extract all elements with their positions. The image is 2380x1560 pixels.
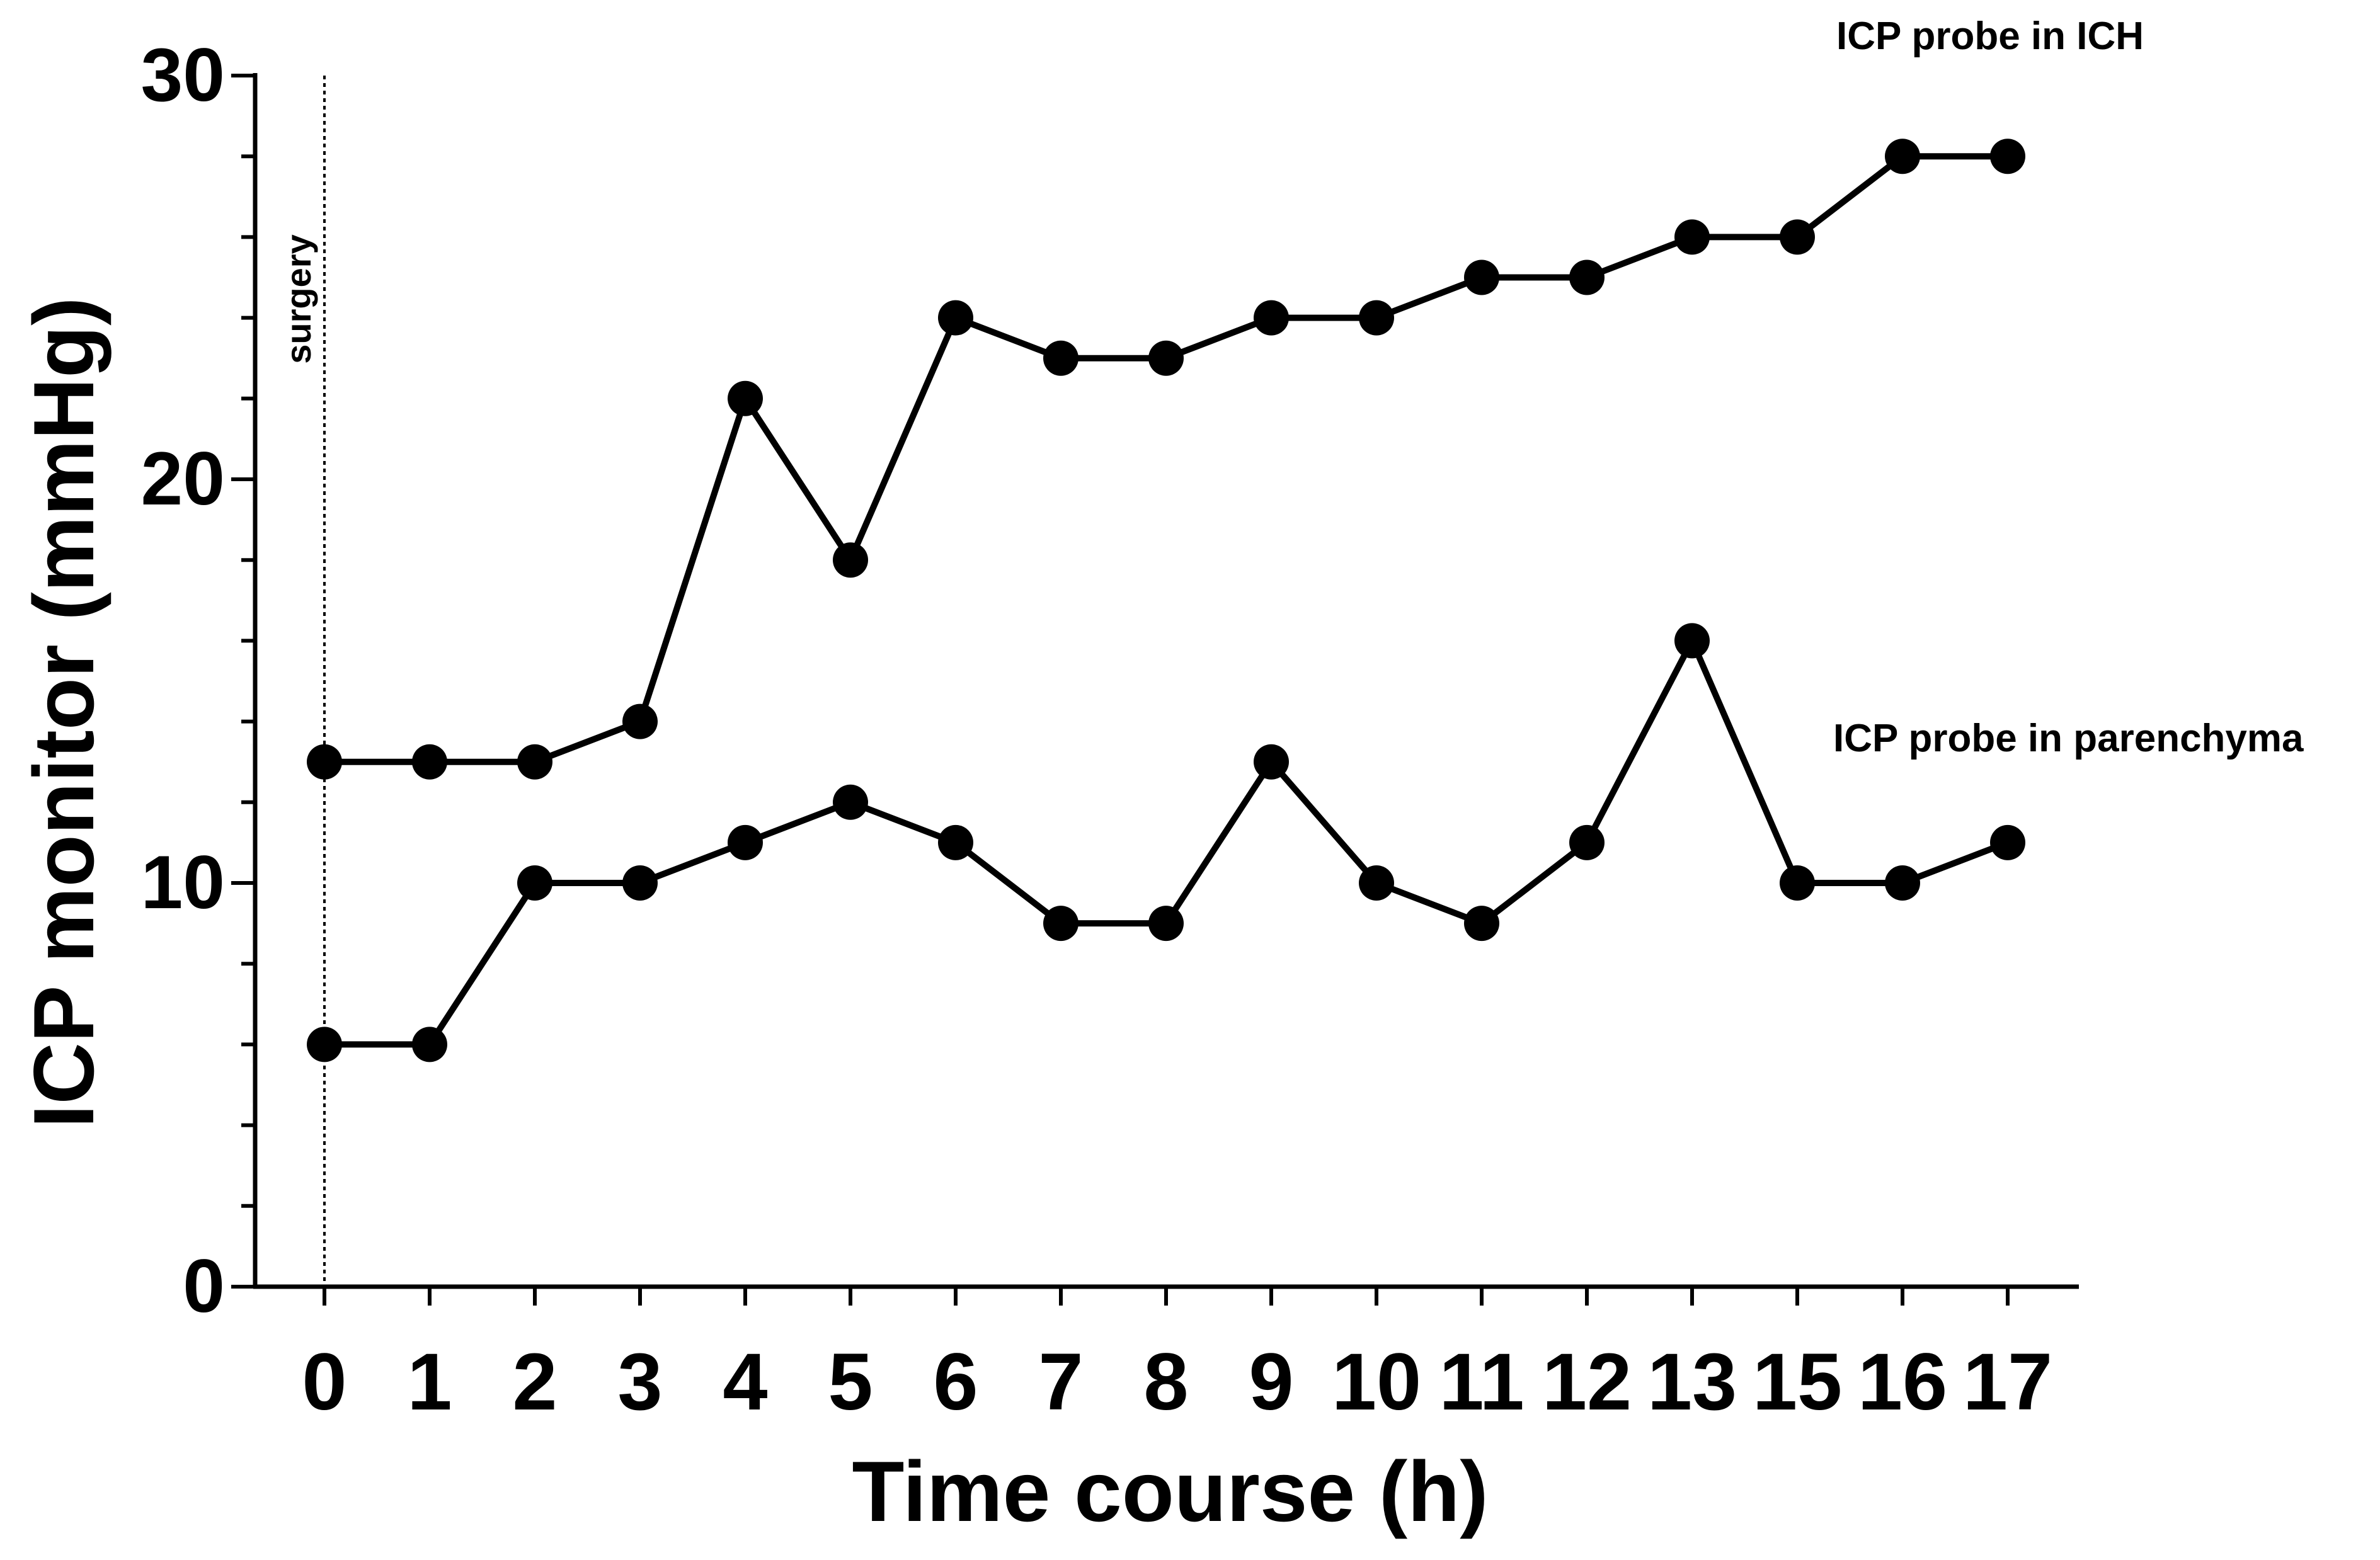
x-tick-label: 4 xyxy=(723,1337,767,1427)
data-point xyxy=(1780,219,1815,255)
data-point xyxy=(1885,139,1920,174)
data-point xyxy=(833,784,868,820)
data-point xyxy=(1359,865,1394,901)
y-tick-label: 0 xyxy=(183,1244,225,1328)
data-point xyxy=(517,865,552,901)
x-tick-label: 1 xyxy=(407,1337,452,1427)
y-tick-label: 30 xyxy=(141,33,225,117)
y-tick-label: 20 xyxy=(141,436,225,521)
x-tick-label: 17 xyxy=(1963,1337,2052,1427)
reference-line-group: surgery xyxy=(278,76,326,1287)
data-point xyxy=(1780,865,1815,901)
series-label-ich: ICP probe in ICH xyxy=(1836,14,2144,58)
data-point xyxy=(307,1027,342,1062)
data-point xyxy=(1990,139,2025,174)
data-point xyxy=(1359,300,1394,336)
y-axis-title: ICP monitor (mmHg) xyxy=(16,297,112,1129)
y-tick-label: 10 xyxy=(141,840,225,925)
data-point xyxy=(728,380,763,416)
surgery-label: surgery xyxy=(278,234,318,363)
data-point xyxy=(1043,340,1078,376)
data-point xyxy=(833,542,868,578)
data-point xyxy=(938,300,973,336)
x-tick-label: 7 xyxy=(1038,1337,1083,1427)
data-point xyxy=(1464,906,1499,942)
x-tick-label: 6 xyxy=(933,1337,978,1427)
x-tick-label: 10 xyxy=(1332,1337,1421,1427)
data-point xyxy=(1990,824,2025,860)
x-tick-label: 13 xyxy=(1647,1337,1737,1427)
x-tick-label: 16 xyxy=(1858,1337,1947,1427)
data-point xyxy=(517,744,552,780)
x-tick-label: 3 xyxy=(617,1337,662,1427)
data-point xyxy=(622,865,658,901)
data-point xyxy=(412,1027,447,1062)
data-point xyxy=(1885,865,1920,901)
x-tick-label: 2 xyxy=(512,1337,557,1427)
series-line-0 xyxy=(324,153,2008,765)
x-tick-label: 8 xyxy=(1143,1337,1188,1427)
series-labels: ICP probe in ICH ICP probe in parenchyma xyxy=(1833,14,2304,760)
x-tick-label: 5 xyxy=(828,1337,872,1427)
data-point xyxy=(1674,219,1710,255)
data-point xyxy=(1043,906,1078,942)
data-point xyxy=(1569,259,1605,295)
data-point xyxy=(1148,906,1184,942)
data-point xyxy=(307,744,342,780)
data-point xyxy=(1674,623,1710,659)
series-group xyxy=(307,139,2025,1062)
data-point xyxy=(1148,340,1184,376)
data-point xyxy=(938,824,973,860)
x-tick-label: 9 xyxy=(1249,1337,1293,1427)
data-point xyxy=(728,824,763,860)
data-point xyxy=(412,744,447,780)
data-point xyxy=(1569,824,1605,860)
x-axis-title: Time course (h) xyxy=(852,1443,1488,1539)
data-point xyxy=(1254,300,1289,336)
x-tick-label: 11 xyxy=(1439,1337,1524,1427)
x-tick-label: 0 xyxy=(302,1337,346,1427)
x-tick-label: 15 xyxy=(1753,1337,1842,1427)
series-line-1 xyxy=(324,637,2009,1048)
x-ticks: 0 1 2 3 4 5 6 7 8 9 10 11 12 13 15 16 17 xyxy=(302,1287,2052,1427)
y-ticks: 0 10 20 30 xyxy=(141,33,255,1328)
data-point xyxy=(622,703,658,739)
data-point xyxy=(1464,259,1499,295)
series-label-parenchyma: ICP probe in parenchyma xyxy=(1833,717,2304,760)
x-tick-label: 12 xyxy=(1542,1337,1632,1427)
data-point xyxy=(1254,744,1289,780)
axes xyxy=(253,73,2079,1289)
